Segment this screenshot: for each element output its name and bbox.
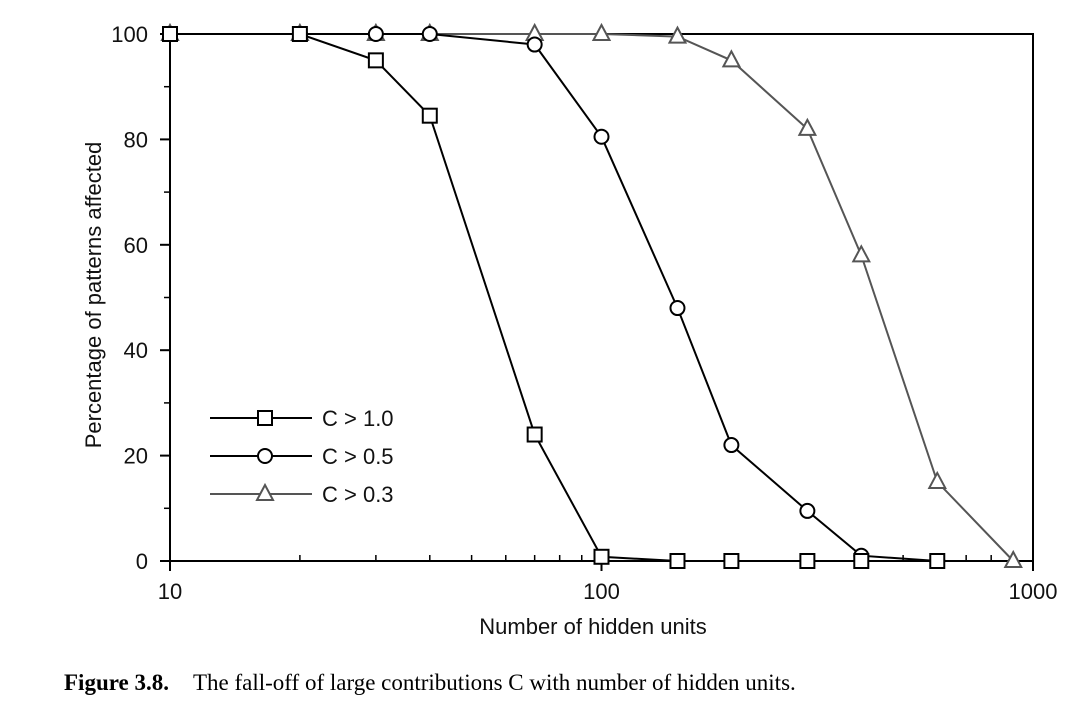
data-point-square (162, 26, 178, 42)
y-tick-label: 0 (136, 549, 148, 574)
data-point-triangle (1003, 549, 1023, 568)
series-line (170, 33, 938, 562)
legend-label: C > 0.5 (322, 444, 394, 469)
y-tick-label: 20 (124, 444, 148, 469)
y-tick-label: 40 (124, 338, 148, 363)
legend-marker (257, 448, 273, 464)
y-tick-label: 60 (124, 233, 148, 258)
y-tick-label: 100 (111, 22, 148, 47)
data-point-circle (593, 128, 610, 145)
legend: C > 1.0 C > 0.5 C > 0.3 (210, 406, 394, 507)
data-point-triangle (721, 49, 742, 68)
x-tick-label: 100 (583, 579, 620, 604)
data-point-circle (526, 36, 543, 53)
series-line (170, 33, 1015, 562)
data-point-square (669, 553, 686, 569)
data-point-square (799, 553, 816, 569)
legend-label: C > 1.0 (322, 406, 394, 431)
data-point-square (421, 107, 438, 124)
caption-text: The fall-off of large contributions C wi… (192, 670, 796, 695)
data-point-square (367, 52, 384, 69)
x-tick-label: 1000 (1009, 579, 1058, 604)
y-axis-label: Percentage of patterns affected (81, 142, 106, 449)
data-point-square (291, 26, 308, 42)
plot-frame (169, 33, 1034, 562)
data-point-circle (723, 437, 740, 454)
data-point-triangle (591, 22, 612, 41)
data-point-square (593, 548, 610, 565)
x-tick-label: 10 (158, 579, 182, 604)
data-point-circle (367, 26, 384, 42)
data-point-circle (421, 26, 438, 42)
figure-caption: Figure 3.8. The fall-off of large contrib… (64, 670, 796, 696)
data-point-circle (799, 502, 816, 519)
y-tick-label: 80 (124, 127, 148, 152)
data-point-square (526, 426, 543, 443)
series-line (170, 33, 938, 562)
data-point-square (853, 553, 870, 569)
data-point-triangle (927, 470, 947, 489)
legend-marker (255, 482, 275, 501)
data-point-circle (669, 300, 686, 317)
data-point-square (723, 553, 740, 569)
data-point-square (929, 553, 946, 569)
data-point-triangle (667, 25, 688, 44)
data-point-triangle (851, 244, 871, 263)
ticks-layer: 0 20 40 60 80 100 10 100 1000 (111, 22, 1057, 604)
data-point-triangle (797, 117, 818, 136)
series-layer (160, 22, 1023, 569)
legend-marker (257, 410, 273, 426)
legend-label: C > 0.3 (322, 482, 394, 507)
x-axis-label: Number of hidden units (479, 614, 706, 639)
caption-label: Figure 3.8. (64, 670, 169, 695)
